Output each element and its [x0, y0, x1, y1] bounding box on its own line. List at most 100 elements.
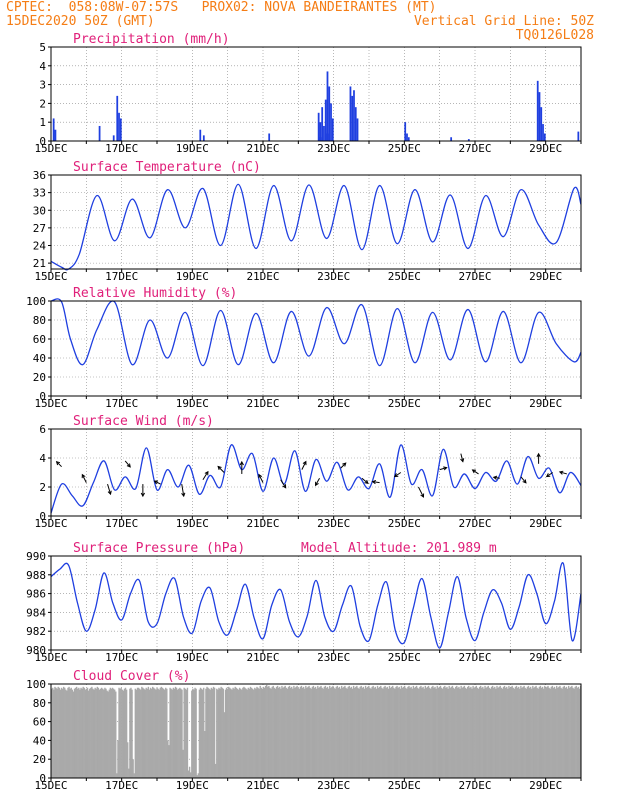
cloud-bar — [365, 687, 368, 778]
precip-ytick-label: 3 — [39, 79, 46, 92]
rh-ytick-label: 80 — [33, 314, 46, 327]
precip-xtick-label: 19DEC — [176, 142, 209, 155]
cloud-bar — [542, 688, 545, 778]
wind-arrow — [520, 476, 527, 484]
wind-arrow — [315, 478, 320, 486]
cloud-bar — [261, 688, 264, 778]
cloud-bar — [462, 686, 465, 778]
cloud-bar — [373, 687, 375, 778]
cloud-bar — [71, 689, 74, 778]
cloud-bar — [327, 688, 330, 778]
cloud-bar — [476, 687, 479, 778]
cloud-bar — [284, 685, 286, 778]
cloud-bar — [102, 688, 104, 778]
wind-arrow — [394, 472, 402, 477]
cloud-bar — [509, 687, 511, 778]
cloud-bar — [529, 686, 532, 778]
cloud-bar — [433, 687, 435, 778]
precip-bar — [542, 124, 544, 141]
wind-ytick-label: 0 — [39, 510, 46, 523]
cloud-bar — [394, 688, 396, 778]
cloud-bar — [443, 686, 445, 778]
cloud-bar — [573, 688, 575, 778]
cloud-bar — [185, 689, 188, 778]
cloud-bar — [295, 686, 297, 778]
cloud-bar — [268, 685, 270, 778]
cloud-bar — [407, 686, 409, 778]
cloud-bar — [255, 688, 257, 778]
cloud-bar — [452, 687, 455, 778]
cloud-bar — [559, 685, 561, 778]
wind-arrowhead — [126, 463, 131, 468]
rh-ytick-label: 0 — [39, 390, 46, 403]
cloud-bar — [134, 688, 137, 778]
cloud-bar — [175, 687, 178, 778]
cloud-bar — [123, 688, 126, 778]
cloud-bar — [549, 688, 551, 778]
cloud-bar — [425, 687, 428, 778]
cloud-bar — [117, 740, 119, 778]
cloud-bar — [385, 687, 387, 778]
cloud-bar — [474, 686, 476, 778]
cloud-bar — [503, 685, 506, 778]
cloud-bar — [563, 685, 566, 778]
precip-bar — [467, 139, 470, 141]
cloud-bar — [545, 687, 547, 778]
wind-arrowhead — [460, 458, 465, 463]
cloud-bar — [471, 688, 473, 778]
cloud-bar — [393, 687, 395, 778]
wind-ytick-label: 4 — [39, 452, 46, 465]
cloud-bar — [260, 687, 262, 778]
cloud-bar — [482, 686, 484, 778]
wind-arrow — [181, 484, 185, 497]
cloud-bar — [159, 687, 161, 778]
precip-bar — [404, 122, 407, 141]
cloud-bar — [180, 688, 182, 778]
rh-ytick-label: 60 — [33, 333, 46, 346]
cloud-title: Cloud Cover (%) — [73, 669, 190, 684]
cloud-bar — [115, 691, 117, 778]
precip-xtick-label: 29DEC — [529, 142, 562, 155]
cloud-bar — [232, 687, 234, 778]
cloud-bar — [557, 687, 559, 778]
cloud-bar — [565, 686, 568, 778]
cloud-bar — [461, 687, 463, 778]
cloud-bar — [499, 685, 501, 778]
precip-ytick-label: 2 — [39, 97, 46, 110]
cloud-bar — [109, 687, 112, 778]
cloud-bar — [203, 687, 205, 778]
cloud-bar — [249, 686, 252, 778]
cloud-bar — [408, 685, 410, 778]
wind-arrowhead — [420, 493, 425, 498]
cloud-bar — [141, 686, 143, 778]
wind-arrowhead — [282, 484, 287, 489]
precip-bar — [112, 135, 115, 141]
cloud-bar — [388, 685, 391, 778]
cloud-bar — [367, 686, 369, 778]
precip-bar — [330, 103, 332, 141]
wind-arrowhead — [492, 475, 498, 480]
precip-bar — [349, 86, 352, 141]
cloud-bar — [475, 685, 478, 778]
temp-xtick-label: 19DEC — [176, 270, 209, 283]
cloud-bar — [378, 686, 381, 778]
run-date: 15DEC2020 50Z (GMT) — [6, 14, 155, 29]
cloud-bar — [322, 688, 324, 778]
precip-bar — [324, 99, 327, 141]
cloud-bar — [369, 687, 371, 778]
cloud-bar — [138, 688, 141, 778]
cloud-bar — [451, 685, 454, 778]
cloud-bar — [171, 689, 173, 778]
cloud-bar — [415, 685, 418, 778]
wind-arrowhead — [181, 492, 186, 498]
cloud-bar — [81, 688, 83, 778]
cloud-bar — [578, 688, 581, 778]
temp-title: Surface Temperature (nC) — [73, 160, 261, 175]
cloud-bar — [439, 685, 442, 778]
cloud-bar — [325, 687, 328, 778]
cloud-bar — [154, 688, 156, 778]
precip-bar — [54, 129, 57, 141]
cloud-bar — [147, 686, 150, 778]
cloud-bar — [95, 688, 97, 778]
